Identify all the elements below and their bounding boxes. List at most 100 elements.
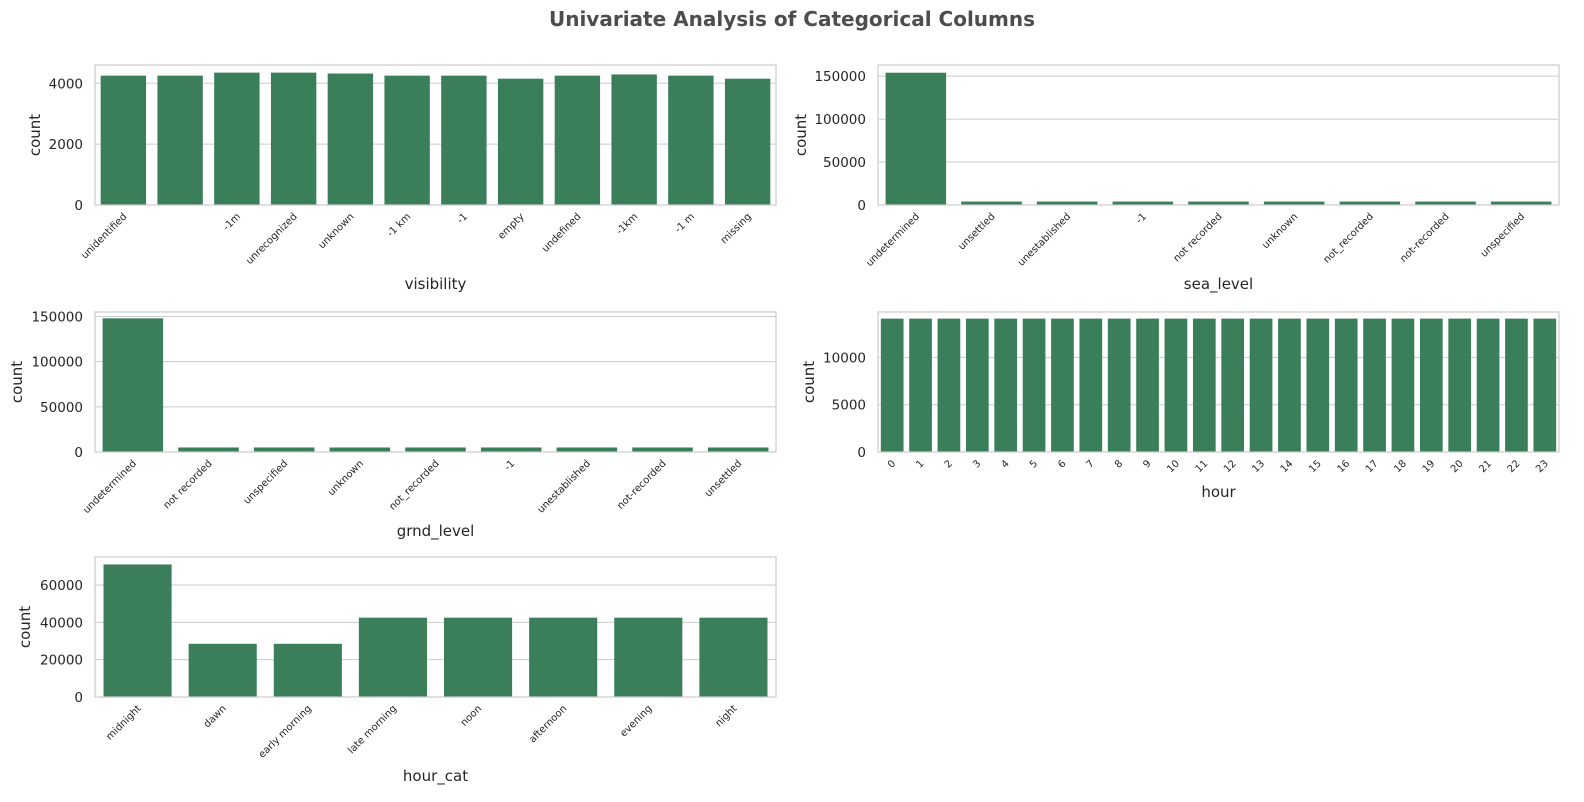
x-tick-label: dawn	[202, 703, 229, 730]
y-tick-label: 0	[857, 445, 866, 461]
x-tick-label: unsettled	[703, 458, 744, 499]
x-tick-label: unknown	[317, 211, 357, 251]
bar-undetermined	[885, 72, 947, 205]
bar-noon	[444, 617, 513, 697]
bar-undefined	[554, 75, 601, 205]
bar-1m	[214, 72, 260, 205]
bar-not-recorded	[1188, 201, 1249, 205]
y-tick-label: 50000	[823, 155, 866, 171]
y-axis-label: count	[792, 114, 810, 156]
x-tick-label: 21	[1477, 458, 1494, 475]
x-tick-label: evening	[618, 703, 654, 739]
bar-unknown	[329, 447, 391, 452]
subplot-hour-cat: 0 20000 40000 60000 midnight dawn early mornin…	[16, 556, 777, 786]
y-axis-label: count	[800, 361, 818, 403]
bar-17	[1363, 318, 1386, 452]
x-axis-label: sea_level	[1184, 275, 1253, 294]
x-tick-label: 7	[1085, 458, 1097, 470]
bar-3	[965, 318, 989, 452]
x-tick-label: 11	[1194, 458, 1211, 475]
bar-4	[994, 318, 1018, 452]
bar-undetermined	[102, 318, 164, 452]
x-tick-label: 6	[1056, 458, 1068, 470]
bar-22	[1505, 318, 1528, 452]
x-tick-label: 0	[886, 458, 898, 470]
bar-not-recorded	[1339, 201, 1401, 205]
bar-15	[1306, 318, 1330, 452]
x-tick-label: not recorded	[162, 458, 215, 511]
bar-23	[1533, 318, 1557, 452]
x-tick-label: -1	[502, 458, 517, 473]
x-tick-label: 19	[1421, 458, 1438, 475]
bar-18	[1391, 318, 1415, 452]
bar-afternoon	[529, 617, 598, 697]
subplot-sea-level: 0 50000 100000 150000 undetermined unsettled u…	[792, 64, 1560, 294]
axes-frame	[877, 311, 1560, 453]
bar-12	[1221, 318, 1245, 452]
x-tick-label: -1	[1134, 211, 1149, 226]
y-tick-label: 0	[74, 198, 83, 214]
y-axis-label: count	[16, 606, 34, 648]
x-tick-label: 1	[914, 458, 926, 470]
axes-frame	[877, 64, 1560, 206]
x-tick-label: early morning	[257, 703, 314, 760]
bar-dawn	[188, 643, 257, 697]
y-tick-label: 0	[74, 690, 83, 706]
bar-unestablished	[556, 447, 618, 452]
bar-1-m	[668, 75, 714, 205]
bar-8	[1107, 318, 1131, 452]
x-tick-label: unknown	[1260, 211, 1300, 251]
bar-2	[937, 318, 961, 452]
bar-0	[880, 318, 904, 452]
y-tick-label: 100000	[814, 112, 866, 128]
bar-not-recorded	[632, 447, 693, 452]
x-tick-label: empty	[496, 211, 527, 242]
bar-16	[1334, 318, 1358, 452]
y-tick-label: 10000	[823, 350, 866, 366]
bar-not-recorded	[1415, 201, 1476, 205]
y-tick-label: 20000	[40, 653, 83, 669]
bar-missing	[724, 78, 771, 205]
y-tick-label: 0	[74, 445, 83, 461]
y-tick-label: 0	[857, 198, 866, 214]
x-tick-label: 23	[1534, 458, 1551, 475]
x-tick-label: 10	[1165, 458, 1182, 475]
axes-frame	[94, 64, 777, 206]
y-tick-label: 50000	[40, 400, 83, 416]
bar-9	[1136, 318, 1159, 452]
x-tick-label: -1m	[221, 211, 243, 233]
x-tick-label: late morning	[346, 703, 399, 756]
bar-1km	[611, 74, 657, 205]
x-axis-label: grnd_level	[397, 522, 475, 541]
bar-1	[1112, 201, 1174, 205]
bar-early-morning	[273, 643, 342, 697]
bar-midnight	[103, 564, 172, 697]
y-tick-label: 2000	[49, 137, 83, 153]
bar-night	[699, 617, 768, 697]
x-tick-label: 20	[1449, 458, 1466, 475]
x-tick-label: 22	[1506, 458, 1523, 475]
x-tick-label: -1 m	[673, 211, 697, 235]
x-tick-label: 9	[1141, 458, 1153, 470]
y-tick-label: 100000	[31, 355, 83, 371]
bar-1	[441, 75, 487, 205]
y-tick-label: 5000	[832, 398, 866, 414]
x-tick-label: 3	[971, 458, 983, 470]
bar-unestablished	[1036, 201, 1098, 205]
x-tick-label: unrecognized	[244, 211, 300, 267]
bar-unsettled	[961, 201, 1022, 205]
x-tick-label: undetermined	[81, 458, 139, 516]
y-axis-label: count	[8, 361, 26, 403]
x-axis-label: visibility	[405, 275, 467, 293]
bar-7	[1079, 318, 1103, 452]
x-tick-label: unsettled	[956, 211, 997, 252]
bar-11	[1192, 318, 1216, 452]
bar-14	[1278, 318, 1301, 452]
bar-10	[1164, 318, 1188, 452]
x-tick-label: 16	[1336, 458, 1353, 475]
y-tick-label: 150000	[31, 310, 83, 326]
x-tick-label: 2	[943, 458, 955, 470]
bar-unspecified	[253, 447, 315, 452]
